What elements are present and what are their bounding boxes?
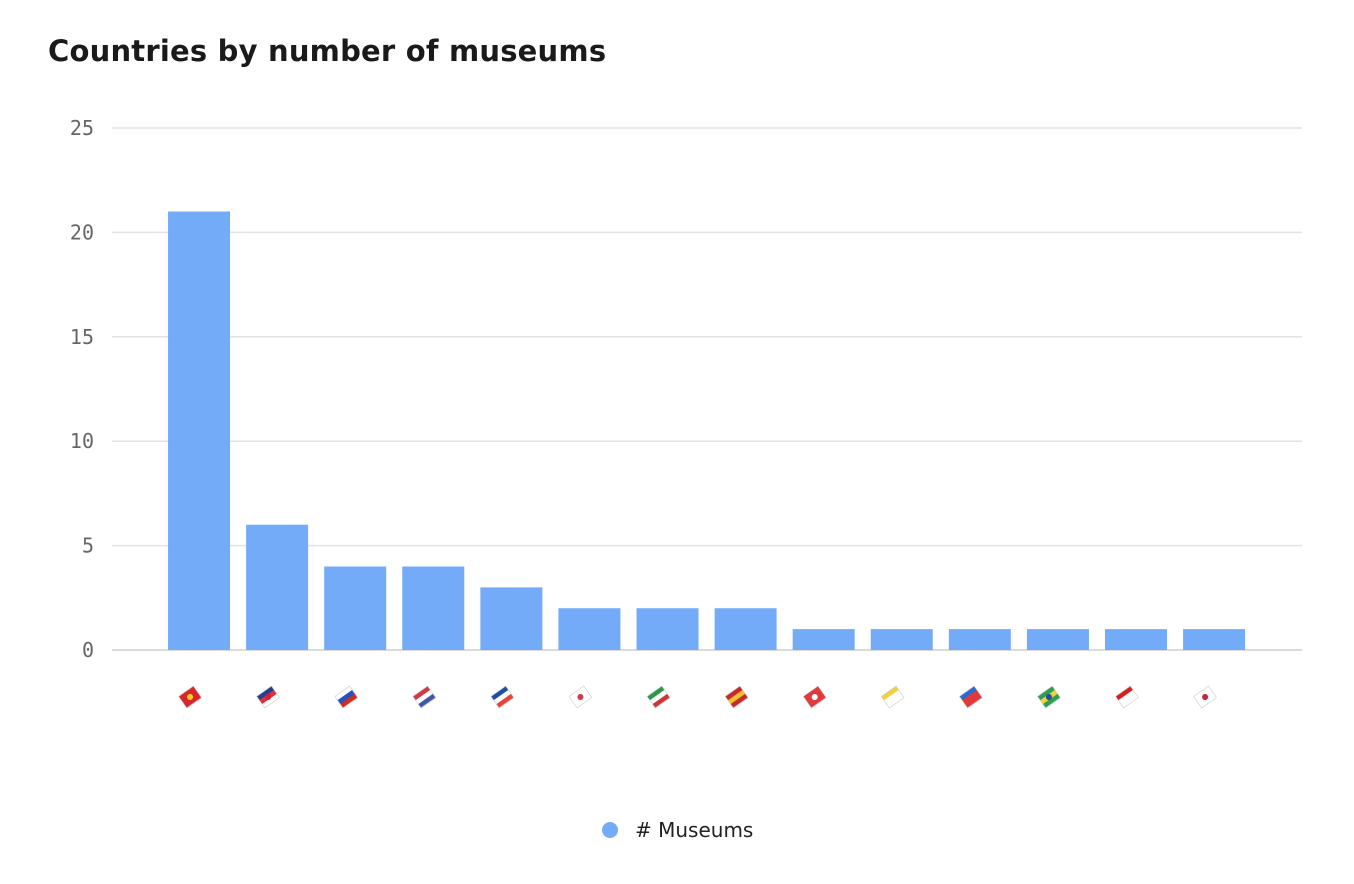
x-tick-flag-icon: 🇪🇸	[724, 685, 749, 709]
legend-swatch	[602, 822, 618, 838]
bar	[246, 524, 309, 650]
x-tick-flag-icon: 🇬🇧	[256, 685, 280, 709]
bar	[558, 608, 621, 650]
bar	[792, 629, 855, 650]
y-tick-label: 0	[82, 638, 94, 662]
x-tick-flag-icon: 🇧🇷	[1037, 685, 1061, 709]
x-tick-flag-icon: 🇺🇸	[412, 685, 437, 709]
y-tick-label: 20	[70, 220, 94, 244]
chart-title: Countries by number of museums	[48, 34, 607, 68]
x-tick-flag-icon: 🇨🇳	[178, 685, 202, 709]
bar	[948, 629, 1011, 650]
x-tick-flag-icon: 🇻🇦	[880, 685, 905, 709]
legend-label: # Museums	[635, 818, 754, 842]
bar	[1026, 629, 1089, 650]
x-tick-flag-icon: 🇫🇷	[490, 685, 515, 709]
y-tick-label: 25	[70, 116, 94, 140]
x-tick-flag-icon: 🇮🇩	[1115, 685, 1139, 709]
bar	[636, 608, 699, 650]
bar	[480, 587, 543, 650]
bar	[870, 629, 933, 650]
x-tick-flag-icon: 🇹🇼	[959, 685, 983, 709]
y-tick-label: 5	[82, 534, 94, 558]
bar	[1183, 629, 1246, 650]
x-tick-flag-icon: 🇷🇺	[334, 685, 359, 709]
bar	[402, 566, 465, 650]
x-tick-flag-icon: 🇰🇷	[568, 685, 593, 709]
legend[interactable]: # Museums	[602, 818, 753, 842]
bar	[324, 566, 387, 650]
x-tick-flag-icon: 🇹🇷	[802, 685, 827, 709]
bar	[1105, 629, 1167, 650]
y-tick-label: 15	[70, 325, 94, 349]
x-tick-flag-icon: 🇯🇵	[1193, 685, 1217, 709]
bar	[168, 211, 231, 650]
y-tick-label: 10	[70, 429, 94, 453]
bar	[714, 608, 777, 650]
x-tick-flag-icon: 🇮🇹	[646, 685, 671, 709]
